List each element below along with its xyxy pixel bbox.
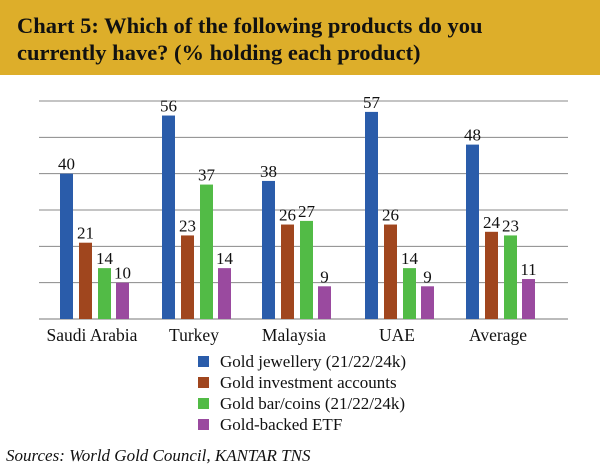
- x-tick-label: Average: [469, 325, 527, 345]
- bar: [98, 268, 111, 319]
- x-tick-label: Turkey: [169, 325, 219, 345]
- bar: [300, 220, 313, 319]
- data-label: 14: [216, 249, 234, 268]
- legend-item-jewellery: Gold jewellery (21/22/24k): [198, 351, 406, 372]
- x-tick-label: Malaysia: [262, 325, 326, 345]
- bar: [60, 173, 73, 319]
- data-label: 11: [520, 260, 536, 279]
- bar: [262, 180, 275, 319]
- data-label: 57: [363, 93, 381, 112]
- data-label: 23: [179, 216, 196, 235]
- data-label: 9: [320, 267, 329, 286]
- legend-item-investment-accounts: Gold investment accounts: [198, 372, 406, 393]
- legend-label: Gold investment accounts: [220, 372, 397, 392]
- legend-label: Gold bar/coins (21/22/24k): [220, 393, 406, 413]
- legend-swatch: [198, 419, 209, 430]
- bar: [318, 286, 331, 319]
- bar: [365, 111, 378, 320]
- data-label: 27: [298, 202, 316, 221]
- source-note: Sources: World Gold Council, KANTAR TNS: [6, 446, 311, 465]
- data-label: 26: [279, 206, 296, 225]
- bar: [522, 279, 535, 319]
- bar: [218, 268, 231, 319]
- legend-swatch: [198, 377, 209, 388]
- bar: [384, 224, 397, 319]
- bar: [281, 224, 294, 319]
- legend-label: Gold-backed ETF: [220, 414, 343, 434]
- data-label: 23: [502, 216, 519, 235]
- bar: [504, 235, 517, 319]
- bar: [181, 235, 194, 319]
- data-label: 10: [114, 264, 131, 283]
- bar: [116, 282, 129, 319]
- bar: [162, 115, 175, 320]
- data-label: 56: [160, 97, 177, 116]
- bar: [79, 242, 92, 319]
- data-label: 24: [483, 213, 501, 232]
- data-label: 40: [58, 155, 75, 174]
- data-label: 26: [382, 206, 399, 225]
- legend-swatch: [198, 356, 209, 367]
- data-label: 48: [464, 126, 481, 145]
- data-label: 9: [423, 267, 432, 286]
- data-label: 14: [401, 249, 419, 268]
- legend-item-bar-coins: Gold bar/coins (21/22/24k): [198, 393, 406, 414]
- bar: [200, 184, 213, 319]
- legend: Gold jewellery (21/22/24k) Gold investme…: [198, 351, 406, 435]
- data-label: 38: [260, 162, 277, 181]
- data-label: 14: [96, 249, 114, 268]
- x-tick-label: UAE: [379, 325, 415, 345]
- title-banner: Chart 5: Which of the following products…: [0, 0, 600, 75]
- bar: [466, 144, 479, 319]
- bar: [421, 286, 434, 319]
- legend-label: Gold jewellery (21/22/24k): [220, 351, 407, 371]
- chart-title: Chart 5: Which of the following products…: [17, 13, 483, 65]
- data-label: 21: [77, 224, 94, 243]
- legend-swatch: [198, 398, 209, 409]
- data-label: 37: [198, 166, 216, 185]
- bar: [403, 268, 416, 319]
- x-tick-label: Saudi Arabia: [47, 325, 138, 345]
- bar: [485, 231, 498, 319]
- legend-item-etf: Gold-backed ETF: [198, 414, 406, 435]
